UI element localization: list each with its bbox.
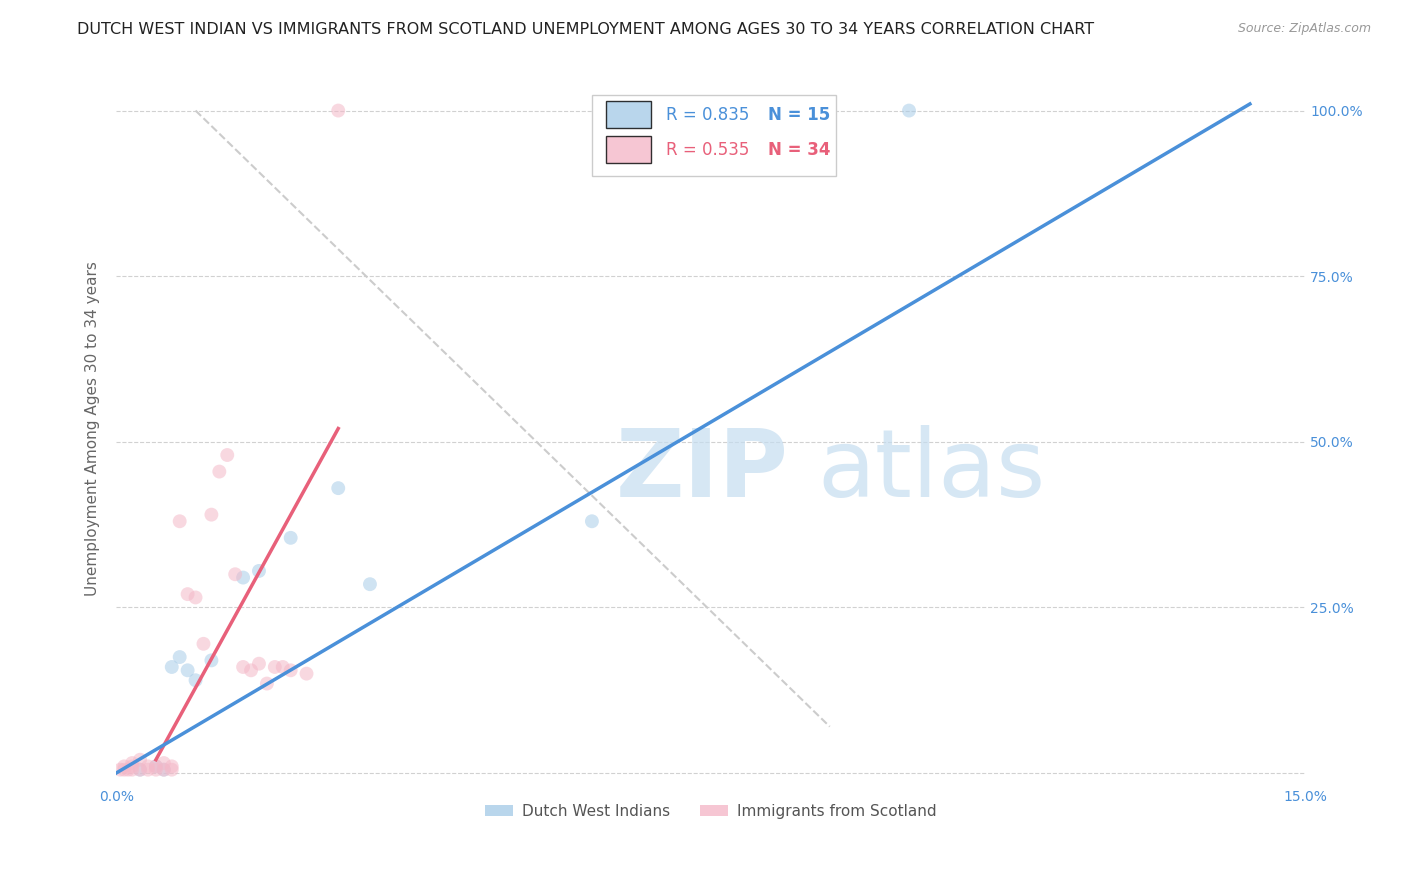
Point — [136, 759, 159, 773]
Point — [153, 756, 176, 770]
Text: DUTCH WEST INDIAN VS IMMIGRANTS FROM SCOTLAND UNEMPLOYMENT AMONG AGES 30 TO 34 Y: DUTCH WEST INDIAN VS IMMIGRANTS FROM SCO… — [77, 22, 1094, 37]
Point — [176, 663, 198, 677]
Point — [200, 508, 222, 522]
Point — [112, 763, 135, 777]
Text: R = 0.535: R = 0.535 — [665, 141, 749, 159]
Point — [280, 663, 302, 677]
Point — [184, 591, 207, 605]
Point — [208, 465, 231, 479]
Point — [121, 763, 143, 777]
Point — [160, 763, 183, 777]
Point — [112, 759, 135, 773]
Point — [160, 660, 183, 674]
Point — [169, 514, 191, 528]
Text: R = 0.835: R = 0.835 — [665, 105, 749, 124]
Point — [176, 587, 198, 601]
Text: atlas: atlas — [818, 425, 1046, 516]
Point — [328, 103, 350, 118]
FancyBboxPatch shape — [606, 102, 651, 128]
Point — [110, 763, 132, 777]
Point — [193, 637, 215, 651]
Point — [240, 663, 263, 677]
Point — [184, 673, 207, 688]
Point — [129, 763, 152, 777]
Point — [145, 763, 167, 777]
Point — [153, 763, 176, 777]
Text: N = 34: N = 34 — [768, 141, 831, 159]
Point — [224, 567, 246, 582]
Point — [153, 763, 176, 777]
Point — [295, 666, 318, 681]
FancyBboxPatch shape — [606, 136, 651, 163]
FancyBboxPatch shape — [592, 95, 835, 176]
Text: N = 15: N = 15 — [768, 105, 830, 124]
Point — [328, 481, 350, 495]
Point — [263, 660, 285, 674]
Point — [117, 763, 139, 777]
Point — [121, 759, 143, 773]
Point — [129, 763, 152, 777]
Point — [200, 653, 222, 667]
Point — [247, 657, 270, 671]
Point — [359, 577, 381, 591]
Point — [898, 103, 921, 118]
Point — [121, 756, 143, 770]
Point — [136, 763, 159, 777]
Point — [145, 759, 167, 773]
Point — [232, 570, 254, 584]
Point — [271, 660, 294, 674]
Point — [217, 448, 239, 462]
Legend: Dutch West Indians, Immigrants from Scotland: Dutch West Indians, Immigrants from Scot… — [479, 797, 943, 824]
Point — [256, 676, 278, 690]
Point — [145, 759, 167, 773]
Point — [129, 753, 152, 767]
Point — [232, 660, 254, 674]
Point — [169, 650, 191, 665]
Point — [247, 564, 270, 578]
Point — [581, 514, 603, 528]
Point — [280, 531, 302, 545]
Point — [160, 759, 183, 773]
Text: ZIP: ZIP — [616, 425, 789, 516]
Y-axis label: Unemployment Among Ages 30 to 34 years: Unemployment Among Ages 30 to 34 years — [86, 261, 100, 596]
Text: Source: ZipAtlas.com: Source: ZipAtlas.com — [1237, 22, 1371, 36]
